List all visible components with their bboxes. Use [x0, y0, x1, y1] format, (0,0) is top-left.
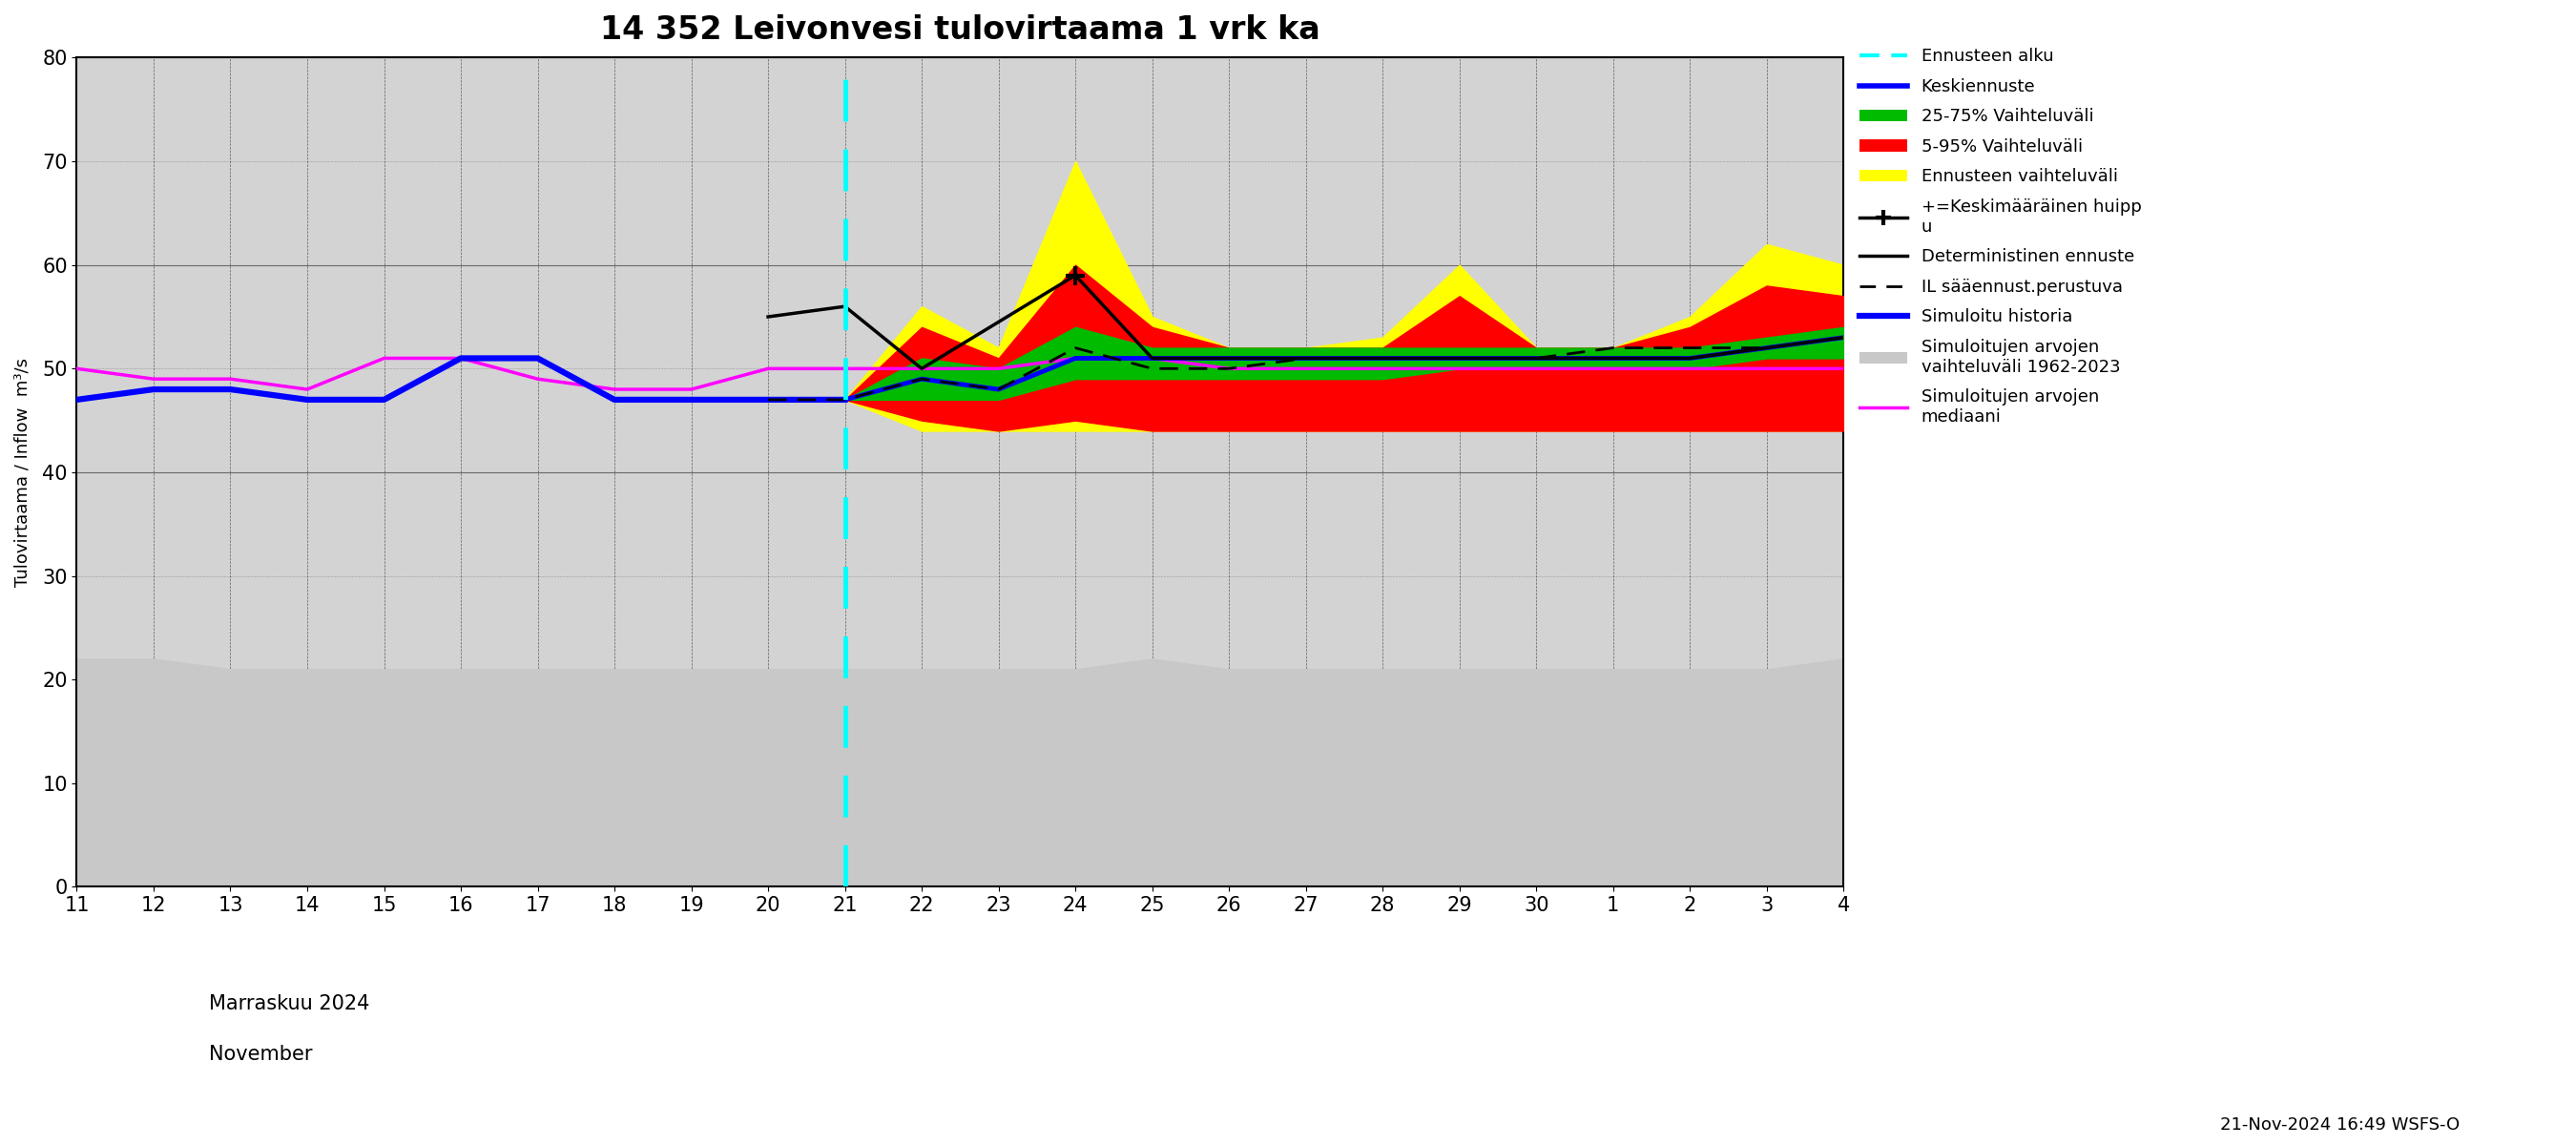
Text: November: November: [209, 1044, 312, 1064]
Text: 21-Nov-2024 16:49 WSFS-O: 21-Nov-2024 16:49 WSFS-O: [2221, 1116, 2460, 1134]
Text: Marraskuu 2024: Marraskuu 2024: [209, 995, 371, 1013]
Title: 14 352 Leivonvesi tulovirtaama 1 vrk ka: 14 352 Leivonvesi tulovirtaama 1 vrk ka: [600, 14, 1319, 46]
Legend: Ennusteen alku, Keskiennuste, 25-75% Vaihteluväli, 5-95% Vaihteluväli, Ennusteen: Ennusteen alku, Keskiennuste, 25-75% Vai…: [1852, 41, 2148, 433]
Y-axis label: Tulovirtaama / Inflow  m³/s: Tulovirtaama / Inflow m³/s: [15, 357, 31, 586]
